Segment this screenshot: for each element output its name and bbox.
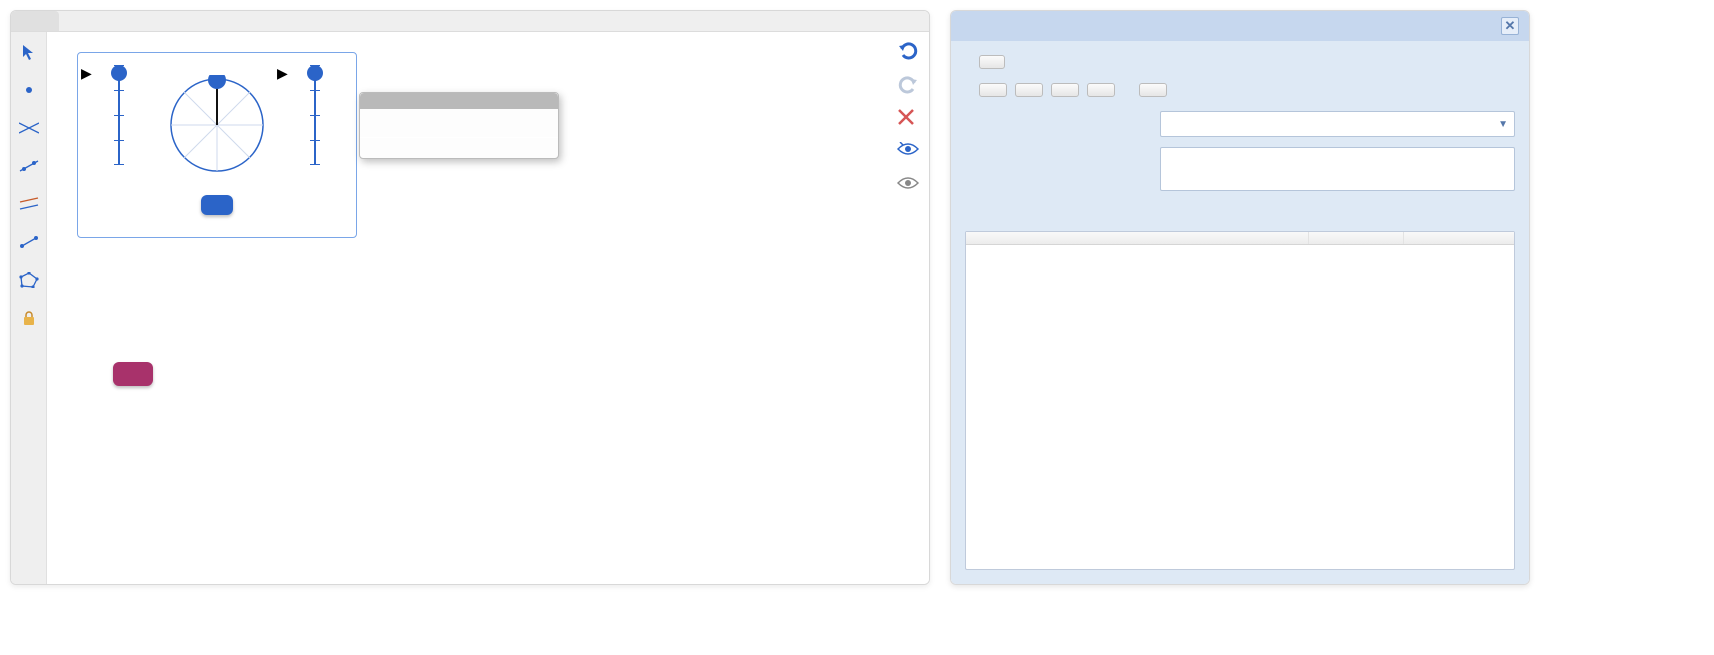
eye-icon[interactable] — [897, 176, 917, 196]
grade-3-button[interactable] — [1051, 83, 1079, 97]
size-slider-knob[interactable] — [111, 65, 127, 81]
rotate-button[interactable] — [201, 195, 233, 215]
progress-line — [965, 209, 1515, 225]
check-button[interactable] — [113, 362, 153, 386]
tab-bar — [11, 11, 929, 32]
col-result — [1404, 232, 1514, 244]
grade-5-button[interactable] — [979, 83, 1007, 97]
tool-segment[interactable] — [17, 230, 41, 254]
tilt-slider-knob[interactable] — [307, 65, 323, 81]
tool-polygon[interactable] — [17, 268, 41, 292]
grade-4-button[interactable] — [1015, 83, 1043, 97]
canvas-actions — [897, 40, 917, 196]
modal-ok-button[interactable] — [360, 137, 558, 158]
window-titlebar: ✕ — [951, 11, 1529, 41]
tool-lock[interactable] — [17, 306, 41, 330]
redo-icon — [897, 74, 917, 94]
chevron-down-icon: ▼ — [1498, 119, 1508, 130]
comment-label — [965, 147, 1150, 151]
ask-button[interactable] — [979, 55, 1005, 69]
eye-selected-icon[interactable] — [897, 142, 917, 162]
grade-2-button[interactable] — [1087, 83, 1115, 97]
tab-task[interactable] — [11, 11, 59, 31]
canvas[interactable]: ▶ — [47, 32, 929, 584]
table-header — [966, 232, 1514, 245]
controls-panel: ▶ — [77, 52, 357, 238]
tool-line[interactable] — [17, 154, 41, 178]
tilt-slider[interactable]: ▶ — [295, 65, 335, 185]
modal-attention — [359, 92, 559, 159]
grading-window: ✕ ▼ — [950, 10, 1530, 585]
toolbox — [11, 32, 47, 584]
geometry-app: ▶ — [10, 10, 930, 585]
tool-parallel[interactable] — [17, 192, 41, 216]
modal-title — [360, 93, 558, 109]
tool-pointer[interactable] — [17, 40, 41, 64]
delete-icon[interactable] — [897, 108, 917, 128]
tool-intersect[interactable] — [17, 116, 41, 140]
workspace: ▶ — [11, 32, 929, 584]
activity-combo[interactable]: ▼ — [1160, 111, 1515, 137]
rotation-dial[interactable] — [167, 75, 267, 175]
size-slider[interactable]: ▶ — [99, 65, 139, 185]
undo-icon[interactable] — [897, 40, 917, 60]
modal-body — [360, 109, 558, 137]
activity-label — [965, 111, 1150, 115]
grade-absent-button[interactable] — [1139, 83, 1167, 97]
grade-buttons — [965, 83, 1515, 97]
tab-solution[interactable] — [59, 11, 107, 31]
col-resource — [966, 232, 1309, 244]
resource-table — [965, 231, 1515, 570]
tool-point[interactable] — [17, 78, 41, 102]
window-body: ▼ — [951, 41, 1529, 584]
close-icon[interactable]: ✕ — [1501, 17, 1519, 35]
col-passed — [1309, 232, 1404, 244]
comment-input[interactable] — [1160, 147, 1515, 191]
